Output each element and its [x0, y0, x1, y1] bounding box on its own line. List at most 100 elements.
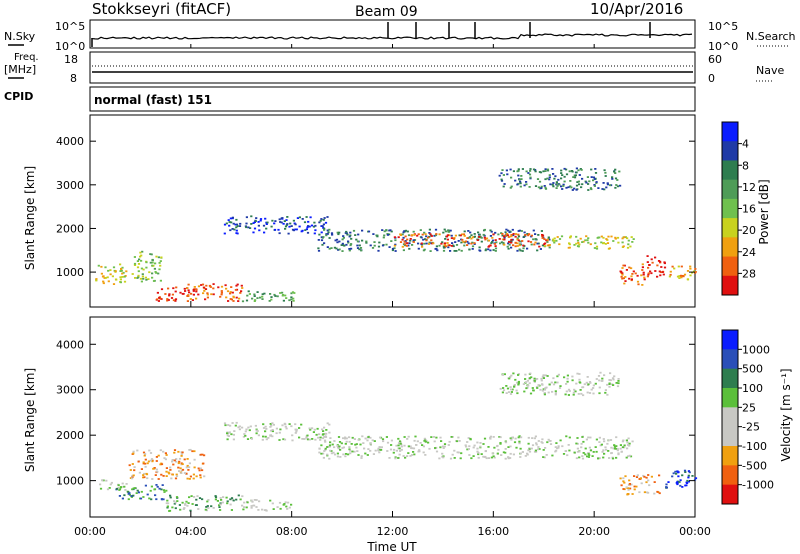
- scatter-cell: [381, 244, 385, 247]
- scatter-cell: [476, 447, 479, 450]
- scatter-cell: [164, 458, 167, 461]
- scatter-cell: [377, 449, 380, 452]
- scatter-cell: [535, 386, 539, 388]
- scatter-cell: [356, 450, 359, 452]
- scatter-cell: [592, 384, 595, 387]
- scatter-cell: [226, 500, 229, 503]
- scatter-cell: [422, 445, 425, 448]
- scatter-cell: [530, 447, 533, 450]
- scatter-cell: [451, 453, 454, 456]
- scatter-cell: [129, 469, 132, 471]
- scatter-cell: [448, 234, 451, 237]
- scatter-cell: [460, 452, 463, 455]
- scatter-cell: [517, 374, 520, 376]
- scatter-cell: [581, 241, 584, 243]
- scatter-cell: [523, 231, 526, 234]
- scatter-cell: [140, 490, 143, 493]
- scatter-cell: [344, 453, 348, 455]
- scatter-cell: [518, 442, 521, 445]
- scatter-cell: [323, 217, 326, 219]
- scatter-cell: [687, 470, 690, 472]
- scatter-cell: [131, 476, 134, 478]
- scatter-cell: [548, 178, 551, 181]
- scatter-cell: [556, 447, 559, 450]
- scatter-cell: [598, 236, 601, 239]
- scatter-cell: [468, 236, 471, 238]
- scatter-cell: [440, 440, 443, 442]
- scatter-cell: [441, 445, 445, 448]
- scatter-cell: [576, 372, 579, 375]
- velocity-colorbar-label: Velocity [m s⁻¹]: [779, 368, 793, 461]
- scatter-cell: [598, 392, 601, 395]
- scatter-cell: [587, 183, 590, 185]
- scatter-cell: [608, 247, 611, 250]
- scatter-cell: [338, 445, 341, 448]
- scatter-cell: [189, 509, 192, 512]
- scatter-cell: [519, 185, 522, 188]
- scatter-cell: [459, 457, 462, 460]
- scatter-cell: [445, 235, 449, 238]
- scatter-cell: [271, 502, 274, 505]
- scatter-cell: [676, 483, 679, 486]
- scatter-cell: [616, 385, 620, 388]
- scatter-cell: [177, 462, 180, 465]
- scatter-cell: [512, 372, 515, 375]
- scatter-cell: [284, 425, 287, 428]
- scatter-cell: [412, 241, 415, 243]
- scatter-cell: [626, 237, 629, 240]
- scatter-cell: [324, 447, 327, 450]
- scatter-cell: [529, 176, 532, 179]
- scatter-cell: [424, 440, 427, 443]
- scatter-cell: [543, 238, 546, 240]
- scatter-cell: [303, 221, 307, 224]
- scatter-cell: [641, 269, 644, 271]
- scatter-cell: [647, 491, 650, 494]
- scatter-cell: [653, 492, 656, 495]
- scatter-cell: [186, 295, 189, 297]
- scatter-cell: [120, 269, 123, 272]
- scatter-cell: [284, 294, 287, 297]
- scatter-cell: [360, 455, 363, 457]
- scatter-cell: [176, 500, 179, 502]
- scatter-cell: [230, 433, 233, 436]
- scatter-cell: [502, 174, 505, 176]
- scatter-cell: [320, 218, 323, 220]
- scatter-cell: [460, 241, 463, 244]
- scatter-cell: [408, 247, 411, 250]
- x-tick-label: 00:00: [74, 525, 106, 538]
- scatter-cell: [518, 248, 521, 251]
- scatter-cell: [589, 382, 592, 384]
- scatter-cell: [393, 244, 396, 247]
- scatter-cell: [510, 176, 513, 179]
- scatter-cell: [432, 242, 435, 245]
- scatter-cell: [290, 425, 293, 428]
- scatter-cell: [399, 442, 402, 445]
- scatter-cell: [507, 247, 510, 250]
- scatter-cell: [608, 379, 611, 381]
- scatter-cell: [199, 474, 202, 477]
- scatter-cell: [554, 446, 557, 448]
- scatter-cell: [298, 225, 301, 228]
- scatter-cell: [496, 452, 499, 455]
- scatter-cell: [463, 244, 466, 247]
- scatter-cell: [127, 491, 130, 493]
- scatter-cell: [205, 506, 208, 508]
- scatter-cell: [330, 452, 333, 455]
- scatter-cell: [659, 260, 662, 263]
- scatter-cell: [258, 229, 261, 232]
- scatter-cell: [455, 250, 458, 252]
- scatter-cell: [438, 244, 441, 247]
- scatter-cell: [188, 496, 191, 499]
- scatter-cell: [142, 277, 145, 280]
- scatter-cell: [136, 489, 139, 492]
- x-tick-label: 04:00: [175, 525, 207, 538]
- scatter-cell: [643, 278, 646, 281]
- scatter-cell: [548, 174, 551, 176]
- scatter-cell: [151, 264, 154, 267]
- scatter-cell: [389, 229, 392, 232]
- scatter-cell: [285, 297, 288, 299]
- scatter-cell: [326, 446, 329, 448]
- scatter-cell: [222, 496, 225, 498]
- scatter-cell: [373, 241, 376, 243]
- scatter-cell: [232, 300, 235, 302]
